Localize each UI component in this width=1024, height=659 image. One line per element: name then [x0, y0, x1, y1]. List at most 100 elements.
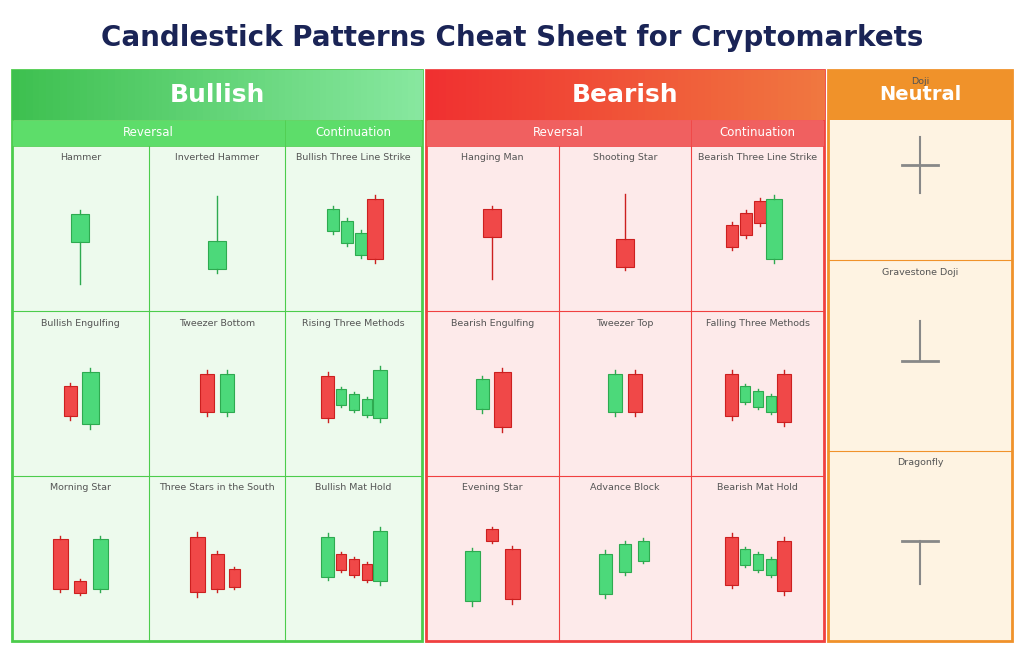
Bar	[415, 70, 423, 120]
Bar	[638, 70, 646, 120]
Bar	[672, 70, 679, 120]
Bar	[505, 548, 520, 598]
Bar	[46, 70, 54, 120]
Bar	[506, 70, 513, 120]
Bar	[691, 120, 824, 146]
Text: Evening Star: Evening Star	[462, 484, 522, 492]
Bar	[828, 70, 1012, 641]
Bar	[12, 70, 422, 641]
Text: Falling Three Methods: Falling Three Methods	[706, 318, 810, 328]
Bar	[552, 70, 560, 120]
Text: Bearish Engulfing: Bearish Engulfing	[451, 318, 534, 328]
Bar	[479, 70, 486, 120]
Text: Bullish: Bullish	[169, 83, 264, 107]
Bar	[401, 70, 410, 120]
Bar	[766, 558, 775, 575]
Bar	[598, 554, 611, 594]
Bar	[59, 70, 68, 120]
Bar	[53, 538, 68, 588]
Bar	[493, 70, 500, 120]
Text: Continuation: Continuation	[315, 127, 391, 140]
Bar	[341, 221, 352, 243]
Bar	[616, 239, 634, 266]
Bar	[336, 554, 346, 569]
Text: Tweezer Bottom: Tweezer Bottom	[179, 318, 255, 328]
Bar	[632, 70, 639, 120]
Bar	[739, 386, 750, 401]
Bar	[645, 70, 652, 120]
Bar	[217, 70, 225, 120]
Bar	[183, 70, 190, 120]
Bar	[585, 70, 593, 120]
Text: Bearish Mat Hold: Bearish Mat Hold	[717, 484, 798, 492]
Bar	[347, 70, 354, 120]
Bar	[327, 70, 334, 120]
Bar	[472, 70, 480, 120]
Bar	[163, 70, 170, 120]
Text: Hammer: Hammer	[59, 154, 101, 163]
Bar	[764, 70, 772, 120]
Bar	[725, 536, 738, 585]
Bar	[754, 200, 766, 223]
Text: Tweezer Top: Tweezer Top	[596, 318, 653, 328]
Bar	[39, 70, 47, 120]
Text: Bearish: Bearish	[571, 83, 678, 107]
Bar	[224, 70, 231, 120]
Bar	[784, 70, 792, 120]
Bar	[483, 208, 502, 237]
Bar	[374, 70, 382, 120]
Bar	[271, 70, 280, 120]
Bar	[381, 70, 389, 120]
Bar	[605, 70, 612, 120]
Bar	[360, 70, 369, 120]
Bar	[753, 554, 763, 569]
Bar	[665, 70, 673, 120]
Bar	[200, 374, 214, 411]
Bar	[322, 536, 334, 577]
Bar	[210, 70, 218, 120]
Bar	[817, 70, 825, 120]
Bar	[678, 70, 686, 120]
Bar	[93, 538, 108, 588]
Bar	[725, 70, 732, 120]
Bar	[739, 548, 750, 565]
Text: Advance Block: Advance Block	[590, 484, 659, 492]
Bar	[771, 70, 778, 120]
Bar	[312, 70, 321, 120]
Bar	[279, 70, 287, 120]
Bar	[319, 70, 328, 120]
Bar	[638, 540, 648, 561]
Bar	[608, 374, 622, 411]
Bar	[373, 370, 387, 418]
Bar	[63, 386, 77, 416]
Bar	[525, 70, 534, 120]
Bar	[712, 70, 719, 120]
Bar	[611, 70, 620, 120]
Bar	[465, 550, 480, 600]
Bar	[476, 378, 488, 409]
Bar	[33, 70, 40, 120]
Bar	[197, 70, 205, 120]
Bar	[100, 70, 109, 120]
Bar	[618, 70, 626, 120]
Bar	[142, 70, 150, 120]
Bar	[156, 70, 164, 120]
Bar	[348, 558, 358, 575]
Bar	[211, 554, 223, 588]
Bar	[777, 70, 785, 120]
Bar	[230, 70, 239, 120]
Bar	[737, 70, 745, 120]
Bar	[751, 70, 759, 120]
Text: Bearish Three Line Strike: Bearish Three Line Strike	[698, 154, 817, 163]
Bar	[82, 372, 99, 424]
Bar	[258, 70, 266, 120]
Bar	[348, 393, 358, 409]
Bar	[327, 208, 339, 231]
Bar	[135, 70, 142, 120]
Text: Bullish Mat Hold: Bullish Mat Hold	[315, 484, 392, 492]
Bar	[598, 70, 606, 120]
Bar	[625, 70, 633, 120]
Bar	[705, 70, 713, 120]
Bar	[189, 536, 205, 592]
Text: Candlestick Patterns Cheat Sheet for Cryptomarkets: Candlestick Patterns Cheat Sheet for Cry…	[100, 24, 924, 52]
